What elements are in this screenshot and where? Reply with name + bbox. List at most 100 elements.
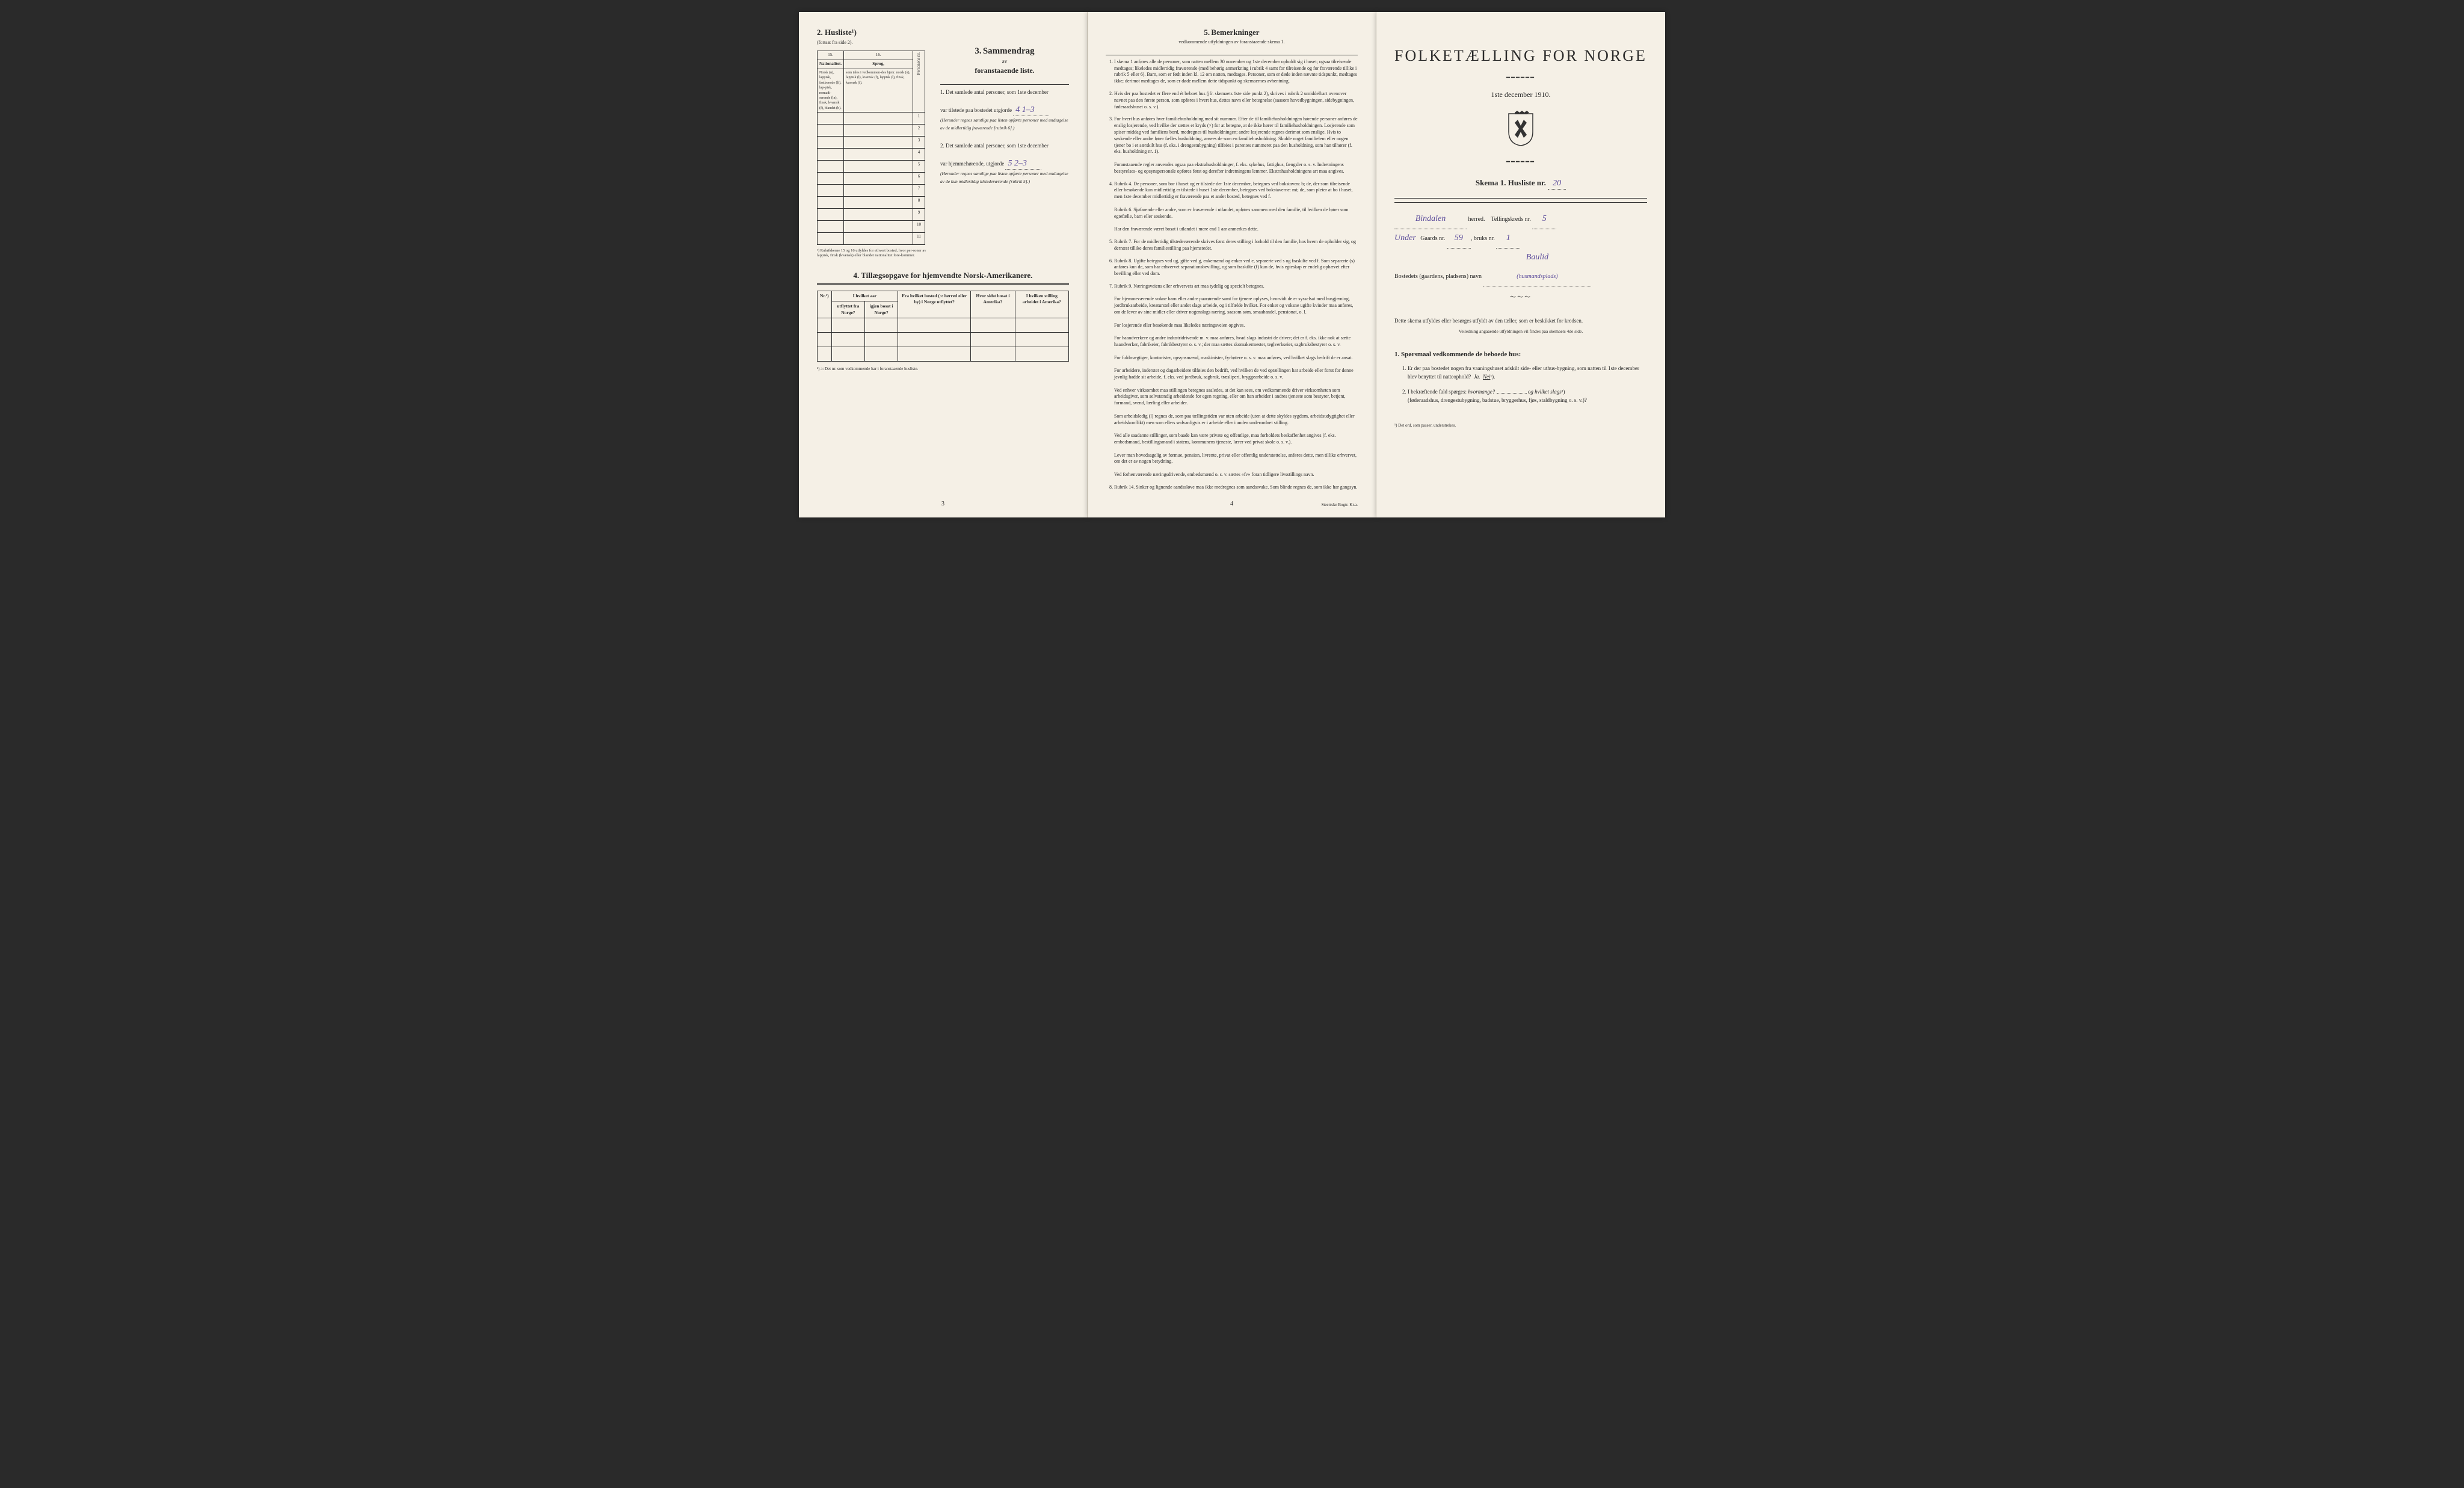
row-num: 9: [913, 209, 925, 221]
table-row: 3: [818, 137, 925, 149]
divider: [1394, 202, 1647, 203]
q2-hm: hvormange?: [1468, 389, 1495, 395]
item1-lead: 1. Det samlede antal personer, som 1ste …: [940, 89, 1049, 95]
gaards-line: Under Gaards nr. 59, bruks nr. 1: [1394, 229, 1647, 249]
section5-text: Bemerkninger: [1211, 28, 1259, 37]
row-num: 7: [913, 185, 925, 197]
item1-paren: (Herunder regnes samtlige paa listen opf…: [940, 117, 1068, 131]
col-header: Nr.²): [818, 291, 832, 318]
section4-footnote: ²) ɔ: Det nr. som vedkommende har i fora…: [817, 366, 1069, 372]
coat-of-arms-icon: [1394, 111, 1647, 149]
footnote-text: ¹) Det ord, som passer, understrekes.: [1394, 423, 1456, 428]
section3-area: 3. Sammendrag av foranstaaende liste. 1.…: [940, 27, 1069, 258]
section3-text: Sammendrag: [983, 46, 1035, 56]
item1-value: 4 1–3: [1013, 104, 1049, 117]
q1-text: Er der paa bostedet nogen fra vaaningshu…: [1408, 365, 1639, 380]
questions-heading: 1. Spørsmaal vedkommende de beboede hus:: [1394, 350, 1647, 359]
main-title: FOLKETÆLLING FOR NORGE: [1394, 45, 1647, 67]
remarks-list: I skema 1 anføres alle de personer, som …: [1106, 59, 1358, 491]
bosted-label: Bostedets (gaardens, pladsens) navn: [1394, 273, 1482, 280]
list-item: Rubrik 4. De personer, som bor i huset o…: [1114, 181, 1358, 233]
table-row: 5: [818, 161, 925, 173]
page-4: 5. Bemerkninger vedkommende utfyldningen…: [1088, 12, 1376, 517]
q2-sup: ¹): [1562, 389, 1565, 395]
gaards-value: 59: [1447, 229, 1471, 249]
under-label: Under: [1394, 233, 1416, 242]
census-date: 1ste december 1910.: [1394, 90, 1647, 100]
form-fields: Bindalen herred. Tellingskreds nr. 5 Und…: [1394, 210, 1647, 286]
herred-value: Bindalen: [1394, 210, 1467, 229]
summary-item-1: 1. Det samlede antal personer, som 1ste …: [940, 88, 1069, 131]
instruction: Dette skema utfyldes eller besørges utfy…: [1394, 317, 1647, 326]
rubrik-footnote: ¹) Rubrikkerne 15 og 16 utfyldes for eth…: [817, 249, 931, 258]
list-item: For hvert hus anføres hver familiehushol…: [1114, 116, 1358, 174]
bosted-value-main: Baulid: [1526, 253, 1548, 262]
section3-heading: 3. Sammendrag av foranstaaende liste.: [940, 45, 1069, 75]
bruks-value: 1: [1496, 229, 1520, 249]
item2-line2: var hjemmehørende, utgjorde: [940, 161, 1004, 167]
table-row: Nationalitet. Sprog,: [818, 60, 925, 69]
list-item: Er der paa bostedet nogen fra vaaningshu…: [1408, 364, 1647, 381]
section2-text: Husliste¹): [825, 28, 857, 37]
col-header: 15.: [818, 51, 844, 60]
page3-top-layout: 2. Husliste¹) (fortsat fra side 2). 15. …: [817, 27, 1069, 258]
bosted-value-sub: (husmandsplads): [1517, 273, 1557, 280]
row-num: 11: [913, 233, 925, 245]
list-item: I skema 1 anføres alle de personer, som …: [1114, 59, 1358, 85]
col-header: Nationalitet.: [818, 60, 844, 69]
col-header: Personens nr.: [913, 51, 925, 113]
col-header: Hvor sidst bosat i Amerika?: [971, 291, 1015, 318]
table-row: 7: [818, 185, 925, 197]
instruction-sub: Veiledning angaaende utfyldningen vil fi…: [1394, 329, 1647, 335]
bosted-value: Baulid (husmandsplads): [1483, 249, 1591, 286]
table-row: 10: [818, 221, 925, 233]
col-header: igjen bosat i Norge?: [865, 301, 898, 318]
col-header: 16.: [844, 51, 913, 60]
ornament: ━━━━━━: [1394, 158, 1647, 167]
section3-sub2: foranstaaende liste.: [975, 66, 1034, 75]
col-header: utflyttet fra Norge?: [831, 301, 864, 318]
row-num: 5: [913, 161, 925, 173]
page-number: 3: [941, 500, 944, 508]
personens-nr-label: Personens nr.: [916, 52, 922, 75]
row-num: 6: [913, 173, 925, 185]
table-row: [818, 347, 1069, 362]
table-row: 9: [818, 209, 925, 221]
table-row: 11: [818, 233, 925, 245]
section2-subhead: (fortsat fra side 2).: [817, 39, 931, 46]
list-item: Hvis der paa bostedet er flere end ét be…: [1114, 91, 1358, 110]
section5-sub: vedkommende utfyldningen av foranstaaend…: [1178, 39, 1284, 45]
item2-paren: (Herunder regnes samtlige paa listen opf…: [940, 171, 1068, 184]
table-row: Nr.²) I hvilket aar Fra hvilket bosted (…: [818, 291, 1069, 301]
section4-heading: 4. Tillægsopgave for hjemvendte Norsk-Am…: [817, 270, 1069, 285]
item-text: For hvert hus anføres hver familiehushol…: [1114, 116, 1358, 173]
section2-heading: 2. Husliste¹): [817, 27, 931, 38]
q1-nei: Nei: [1483, 374, 1491, 380]
col-header: som tales i vedkommen-des hjem: norsk (n…: [844, 69, 913, 112]
list-item: Rubrik 9. Næringsveiens eller erhvervets…: [1114, 283, 1358, 478]
col-header: Fra hvilket bosted (ɔ: herred eller by) …: [898, 291, 971, 318]
table-row: 15. 16. Personens nr.: [818, 51, 925, 60]
section2-num: 2.: [817, 28, 823, 37]
divider: [940, 84, 1069, 85]
herred-line: Bindalen herred. Tellingskreds nr. 5: [1394, 210, 1647, 229]
husliste-table: 15. 16. Personens nr. Nationalitet. Spro…: [817, 51, 925, 245]
table-row: 2: [818, 125, 925, 137]
page-1-cover: FOLKETÆLLING FOR NORGE ━━━━━━ 1ste decem…: [1376, 12, 1665, 517]
table-row: [818, 318, 1069, 333]
q2-lead: I bekræftende fald spørges:: [1408, 389, 1467, 395]
section4-table: Nr.²) I hvilket aar Fra hvilket bosted (…: [817, 291, 1069, 362]
gaards-label: Gaards nr.: [1420, 235, 1445, 242]
row-num: 10: [913, 221, 925, 233]
item2-lead: 2. Det samlede antal personer, som 1ste …: [940, 143, 1049, 149]
col-header: I hvilken stilling arbeidet i Amerika?: [1015, 291, 1068, 318]
row-num: 8: [913, 197, 925, 209]
item2-value: 5 2–3: [1005, 158, 1041, 170]
q2-og: og hvilket slags: [1528, 389, 1562, 395]
q1-sup: ¹).: [1490, 374, 1495, 380]
list-item: Rubrik 14. Sinker og lignende aandssløve…: [1114, 484, 1358, 491]
col-header: Norsk (n), lappisk, fastboende (lf), lap…: [818, 69, 844, 112]
skema-label: Skema 1. Husliste nr.: [1476, 178, 1546, 187]
q2-paren: (føderaadshus, drengestubygning, badstue…: [1408, 397, 1587, 403]
table-row: 8: [818, 197, 925, 209]
